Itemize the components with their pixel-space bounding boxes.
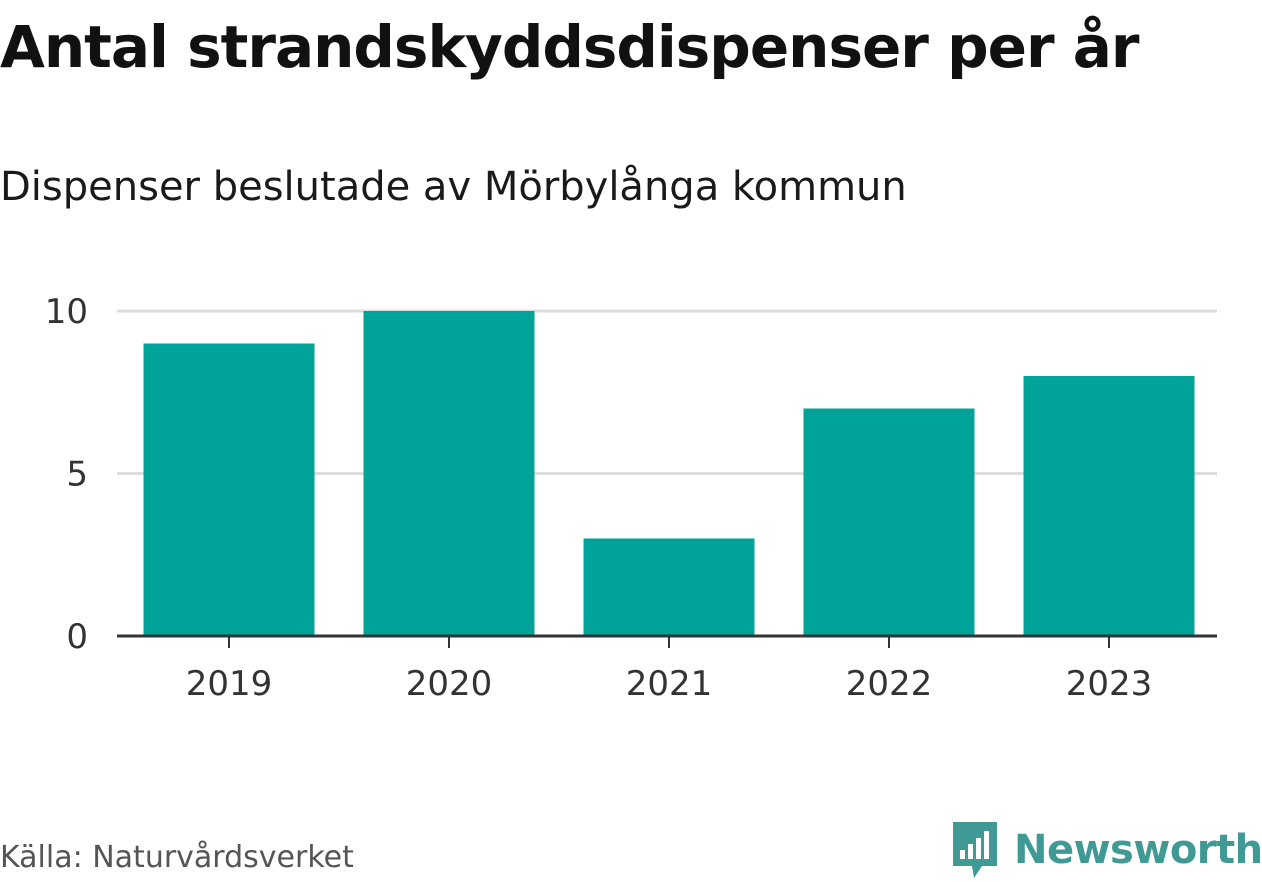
chart-subtitle: Dispenser beslutade av Mörbylånga kommun: [0, 164, 907, 210]
x-tick-label-2022: 2022: [846, 664, 933, 704]
bar-2020: [363, 311, 535, 636]
newsworthy-logo: Newsworthy: [950, 818, 1262, 882]
x-tick-label-2021: 2021: [626, 664, 713, 704]
brand-name: Newsworthy: [1014, 827, 1262, 873]
y-tick-label-0: 0: [66, 617, 88, 657]
x-tick-label-2019: 2019: [186, 664, 273, 704]
bar-2023: [1023, 376, 1195, 636]
x-tick-label-2023: 2023: [1066, 664, 1153, 704]
x-tick-label-2020: 2020: [406, 664, 493, 704]
source-note: Källa: Naturvårdsverket: [0, 840, 354, 875]
y-tick-label-10: 10: [45, 292, 88, 332]
bar-2021: [583, 538, 755, 636]
bar-2022: [803, 408, 975, 636]
bars: [143, 311, 1195, 636]
bar-2019: [143, 343, 315, 636]
axes: 0 5 10 2019 2020 2021 2022 2023: [45, 292, 1217, 704]
y-tick-label-5: 5: [66, 455, 88, 495]
bar-chart: 0 5 10 2019 2020 2021 2022 2023: [45, 292, 1217, 704]
chart-title: Antal strandskyddsdispenser per år: [0, 13, 1139, 81]
newsworthy-logo-icon: [953, 822, 997, 878]
